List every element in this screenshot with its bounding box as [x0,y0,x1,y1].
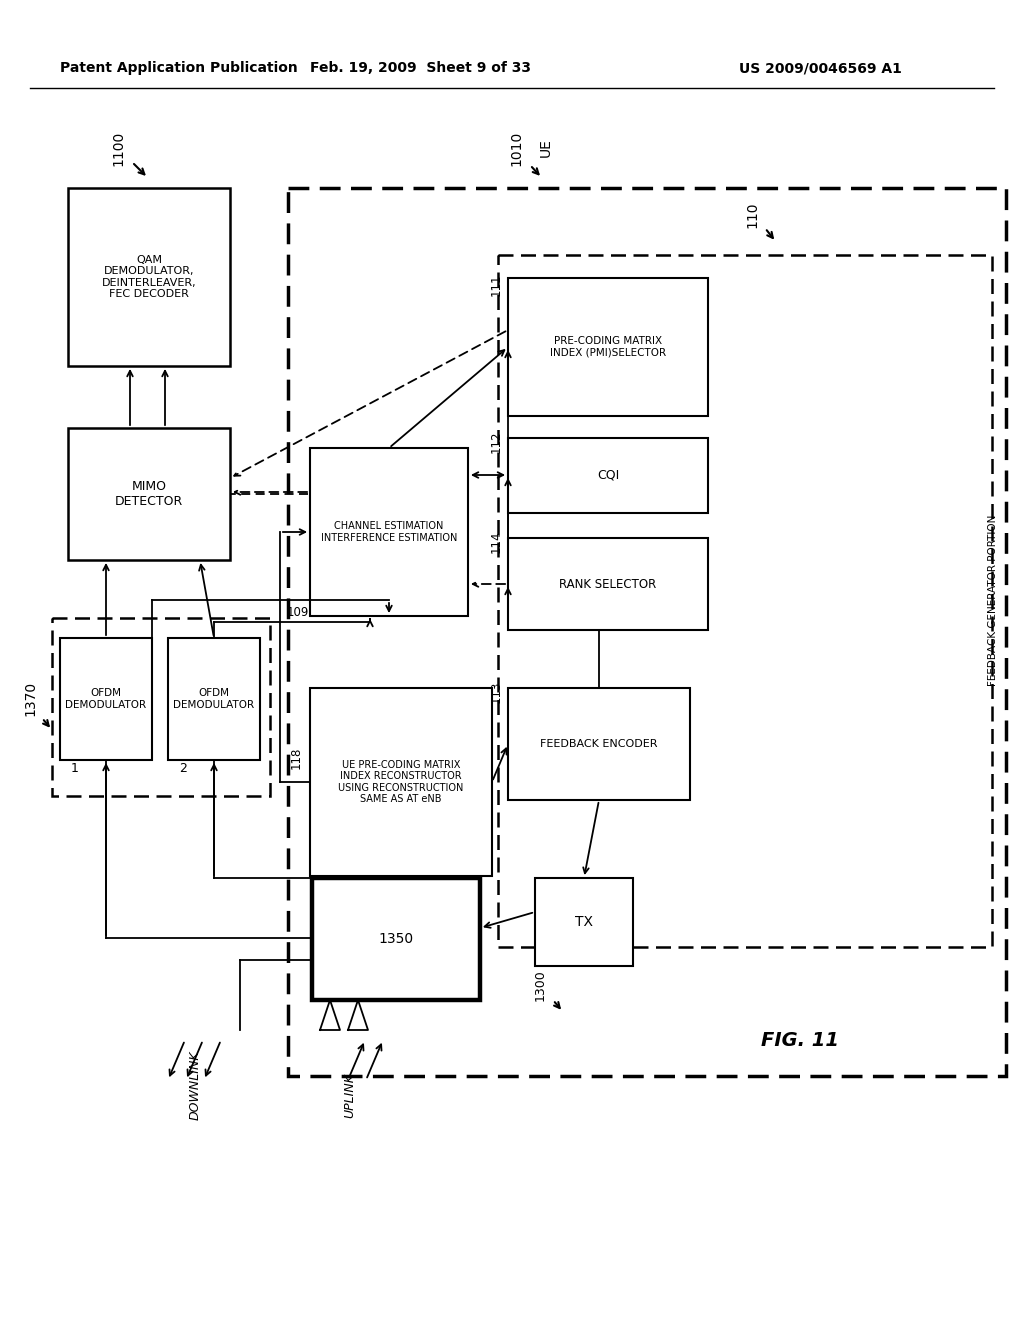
Text: 112: 112 [489,430,503,453]
Text: 114: 114 [489,531,503,553]
Bar [508,438,708,513]
Text: 111: 111 [489,273,503,296]
Bar [535,878,633,966]
Bar [52,618,270,796]
Bar [498,255,992,946]
Text: FIG. 11: FIG. 11 [761,1031,839,1049]
Text: QAM
DEMODULATOR,
DEINTERLEAVER,
FEC DECODER: QAM DEMODULATOR, DEINTERLEAVER, FEC DECO… [101,255,197,300]
Text: Patent Application Publication: Patent Application Publication [60,61,298,75]
Text: 1350: 1350 [379,932,414,946]
Text: PRE-CODING MATRIX
INDEX (PMI)SELECTOR: PRE-CODING MATRIX INDEX (PMI)SELECTOR [550,337,666,358]
Text: 110: 110 [745,202,759,228]
Bar [168,638,260,760]
Text: 1100: 1100 [111,131,125,165]
Text: 118: 118 [290,747,302,770]
Text: RANK SELECTOR: RANK SELECTOR [559,578,656,590]
Bar [508,688,690,800]
Text: UE: UE [539,139,553,157]
Text: OFDM
DEMODULATOR: OFDM DEMODULATOR [66,688,146,710]
Text: 1370: 1370 [23,680,37,715]
Text: 2: 2 [179,762,187,775]
Bar [310,688,492,876]
Text: FEEDBACK GENERATOR PORTION: FEEDBACK GENERATOR PORTION [988,515,998,685]
Text: OFDM
DEMODULATOR: OFDM DEMODULATOR [173,688,255,710]
Text: Feb. 19, 2009  Sheet 9 of 33: Feb. 19, 2009 Sheet 9 of 33 [309,61,530,75]
Text: UE PRE-CODING MATRIX
INDEX RECONSTRUCTOR
USING RECONSTRUCTION
SAME AS AT eNB: UE PRE-CODING MATRIX INDEX RECONSTRUCTOR… [338,759,464,804]
Text: CQI: CQI [597,469,620,482]
Text: CHANNEL ESTIMATION
INTERFERENCE ESTIMATION: CHANNEL ESTIMATION INTERFERENCE ESTIMATI… [321,521,457,543]
Bar [310,447,468,616]
Text: 1010: 1010 [509,131,523,165]
Text: DOWNLINK: DOWNLINK [188,1051,202,1119]
Text: US 2009/0046569 A1: US 2009/0046569 A1 [738,61,901,75]
Bar [288,187,1006,1076]
Text: MIMO
DETECTOR: MIMO DETECTOR [115,480,183,508]
Text: 109: 109 [287,606,309,619]
Bar [68,428,230,560]
Text: 1300: 1300 [534,969,547,1001]
Text: TX: TX [575,915,593,929]
Text: UPLINK: UPLINK [343,1072,356,1118]
Bar [312,878,480,1001]
Bar [508,539,708,630]
Bar [68,187,230,366]
Bar [508,279,708,416]
Bar [60,638,152,760]
Text: 113: 113 [489,681,503,704]
Text: FEEDBACK ENCODER: FEEDBACK ENCODER [541,739,657,748]
Text: 1: 1 [71,762,79,775]
